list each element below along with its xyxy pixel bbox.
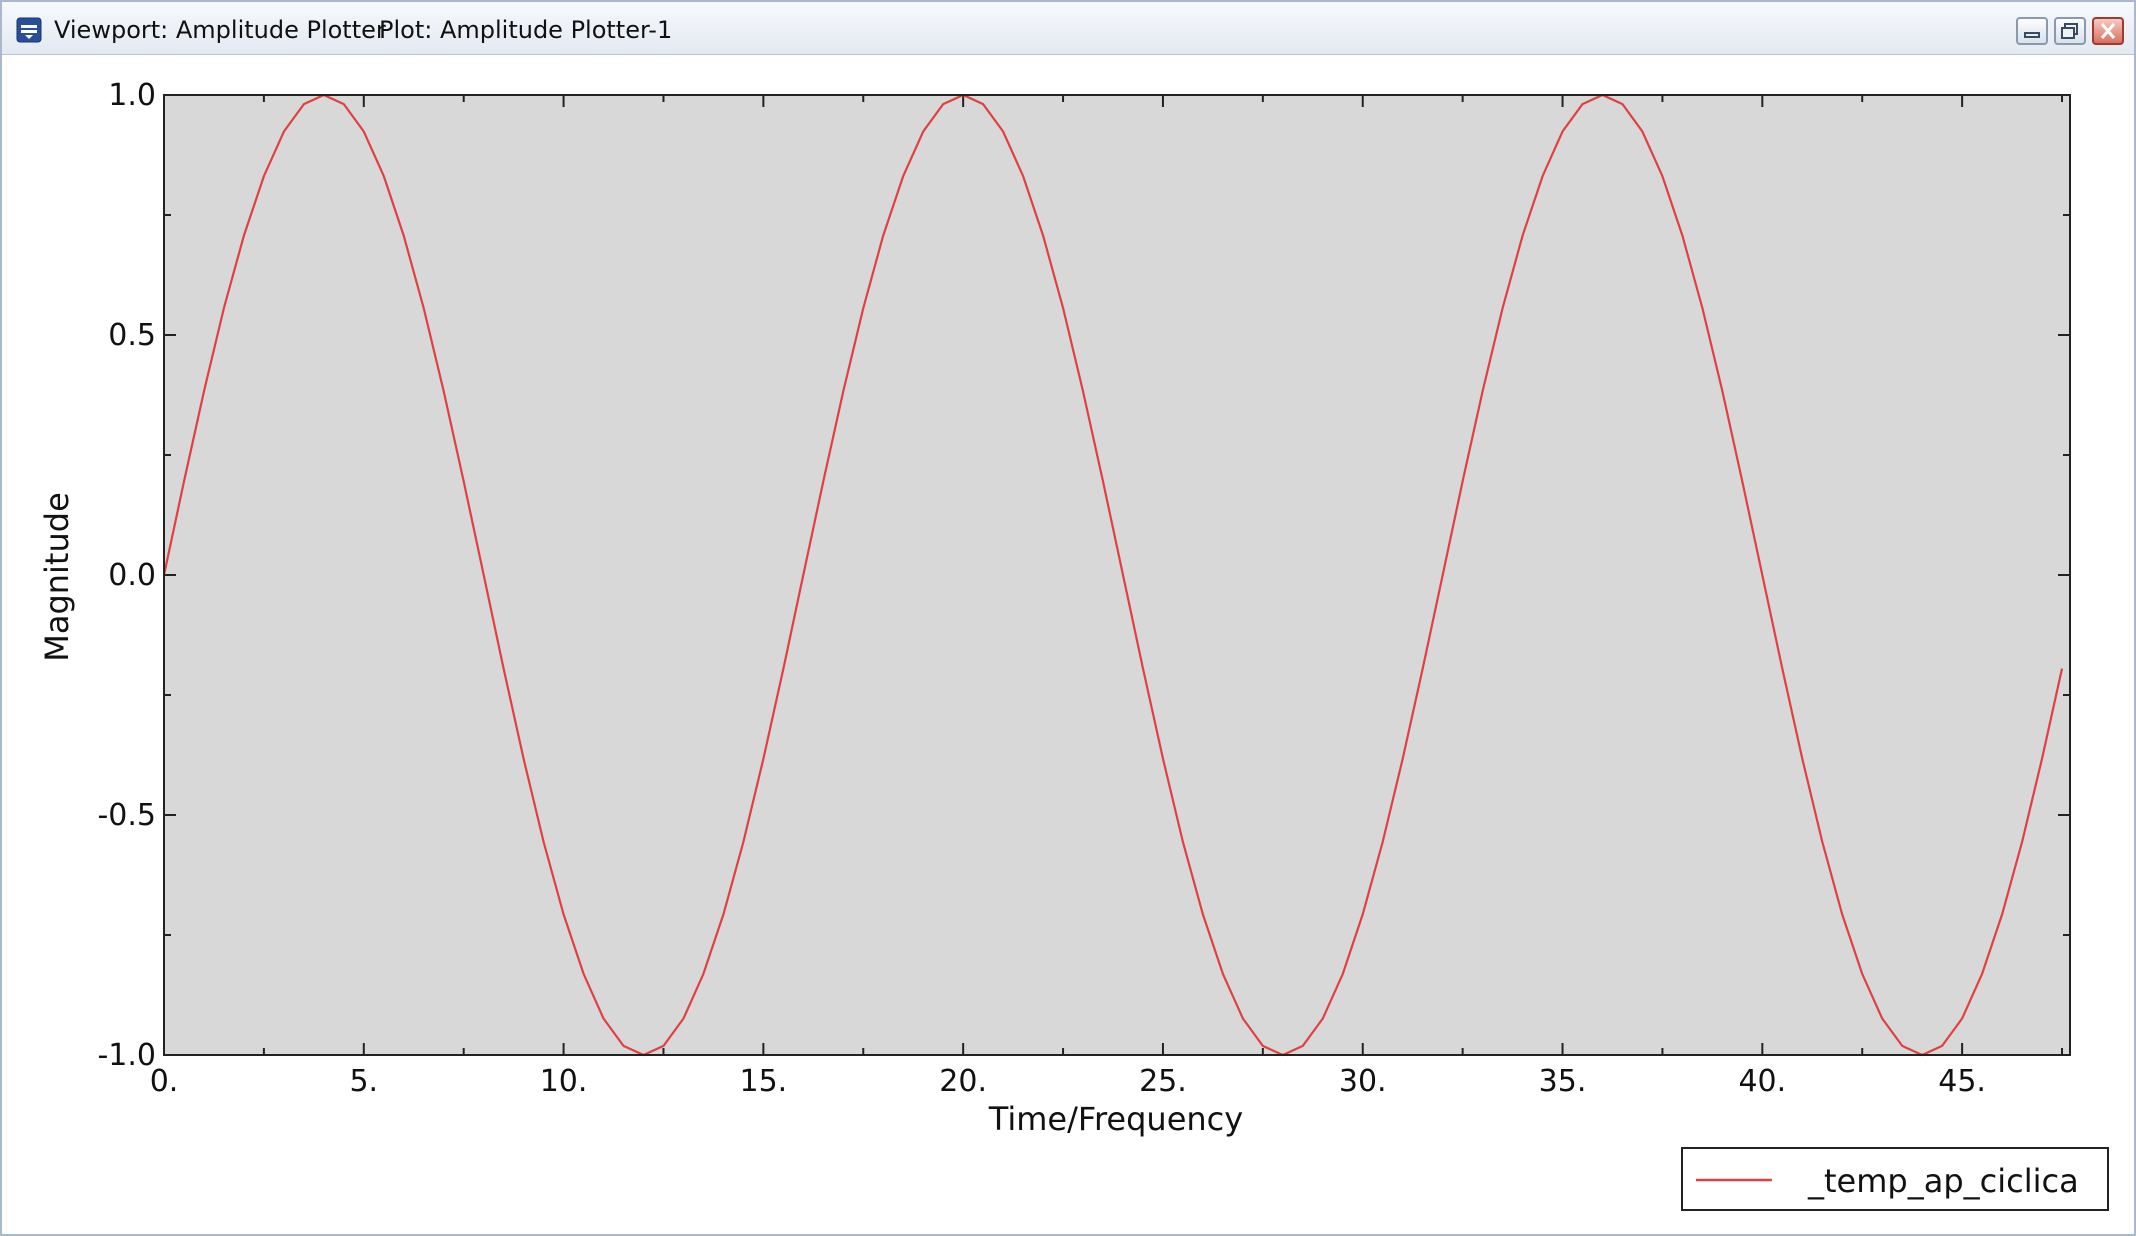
y-tick-label: 0.0	[108, 558, 156, 593]
x-axis-title: Time/Frequency	[988, 1100, 1243, 1138]
x-tick-label: 20.	[939, 1064, 987, 1099]
x-tick-label: 45.	[1938, 1064, 1986, 1099]
maximize-icon	[2061, 23, 2078, 39]
legend-label: _temp_ap_ciclica	[1807, 1162, 2079, 1200]
tick-labels: 0. 5. 10. 15. 20. 25. 30. 35. 40. 45. 1.0 0.5 0.0 -0.…	[97, 78, 1986, 1099]
x-tick-label: 30.	[1339, 1064, 1387, 1099]
viewport-icon	[16, 17, 42, 43]
close-icon	[2100, 23, 2116, 39]
minimize-button[interactable]	[2016, 17, 2048, 45]
plot-title: Plot: Amplitude Plotter-1	[379, 16, 673, 44]
x-tick-label: 0.	[150, 1064, 179, 1099]
title-bar[interactable]: Viewport: Amplitude Plotter Plot: Amplit…	[2, 2, 2134, 55]
series-line-temp-ap-ciclica	[162, 93, 2064, 1057]
y-tick-label: -0.5	[97, 798, 156, 833]
x-tick-label: 40.	[1738, 1064, 1786, 1099]
plot-frame	[163, 94, 2071, 1056]
x-tick-label: 25.	[1139, 1064, 1187, 1099]
y-tick-label: 1.0	[108, 78, 156, 113]
x-tick-label: 15.	[740, 1064, 788, 1099]
y-tick-label: 0.5	[108, 318, 156, 353]
x-tick-label: 35.	[1539, 1064, 1587, 1099]
x-tick-label: 5.	[349, 1064, 378, 1099]
viewport-title: Viewport: Amplitude Plotter	[54, 16, 386, 44]
legend[interactable]: _temp_ap_ciclica	[1681, 1147, 2109, 1211]
y-axis-title: Magnitude	[38, 492, 76, 662]
y-tick-label: -1.0	[97, 1038, 156, 1073]
minimize-icon	[2024, 32, 2040, 38]
close-button[interactable]	[2092, 17, 2124, 45]
x-tick-label: 10.	[540, 1064, 588, 1099]
plot-area	[164, 95, 2070, 1055]
maximize-button[interactable]	[2054, 17, 2086, 45]
